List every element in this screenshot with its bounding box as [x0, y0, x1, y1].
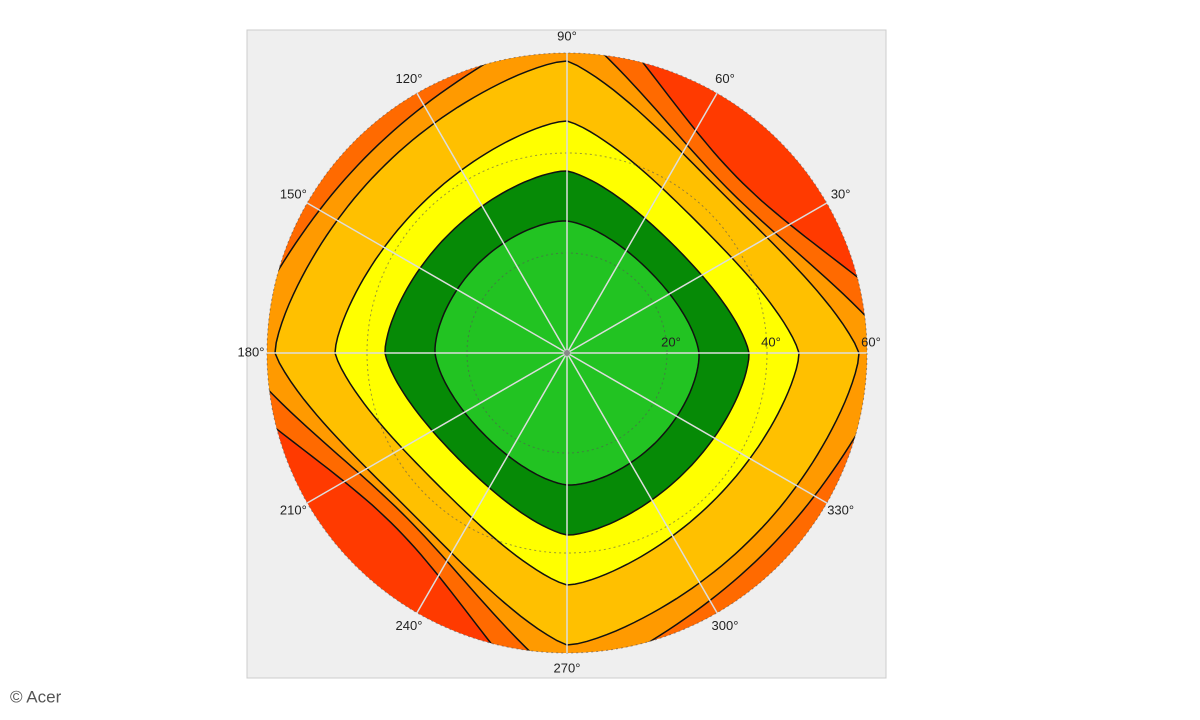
polar-grid [266, 52, 868, 654]
spoke [416, 92, 568, 354]
angle-tick-label: 330° [827, 502, 854, 517]
spoke [566, 92, 718, 354]
angle-tick-label: 270° [554, 660, 581, 675]
angle-tick-label: 60° [715, 71, 735, 86]
radial-tick-label: 20° [661, 334, 681, 349]
radial-grid [366, 152, 768, 554]
credit: © Acer [10, 687, 62, 706]
angle-tick-label: 90° [557, 28, 577, 43]
angle-tick-label: 150° [280, 186, 307, 201]
angle-tick-label: 30° [831, 186, 851, 201]
spoke [566, 352, 718, 614]
spoke [306, 202, 568, 354]
angle-tick-label: 300° [712, 618, 739, 633]
spoke [306, 352, 568, 504]
radial-tick-label: 40° [761, 334, 781, 349]
center [564, 350, 570, 356]
angle-tick-label: 180° [238, 344, 265, 359]
radial-tick-label: 60° [861, 334, 881, 349]
spoke [566, 202, 828, 354]
angle-tick-label: 120° [396, 71, 423, 86]
spoke [416, 352, 568, 614]
angle-tick-label: 240° [396, 618, 423, 633]
angle-tick-label: 210° [280, 502, 307, 517]
spoke [566, 352, 828, 504]
